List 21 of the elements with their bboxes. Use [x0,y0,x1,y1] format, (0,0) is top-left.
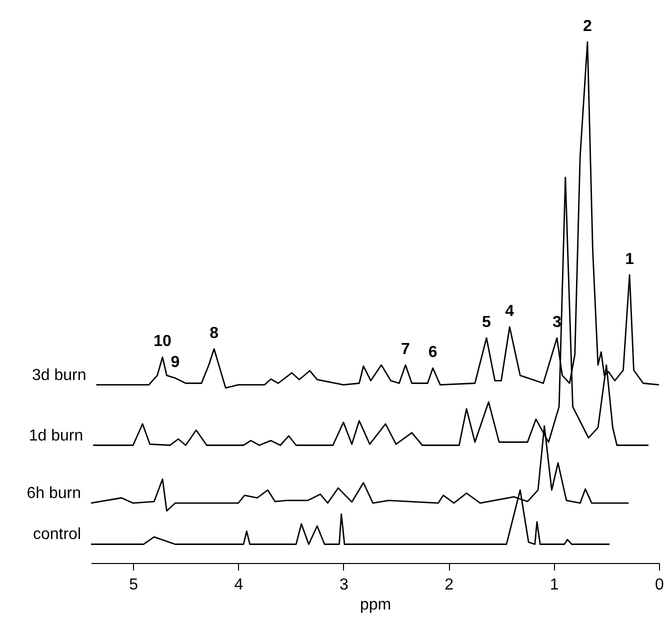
x-tick-label: 0 [655,576,664,594]
series-label: control [32,526,81,544]
x-tick-label: 2 [444,576,454,594]
annotation: 3 [552,314,562,331]
annotation: 6 [428,344,438,362]
series-label: 1d burn [28,427,84,444]
x-tick-label: 4 [234,576,244,594]
annotation: 5 [482,314,492,331]
series-label: 6h burn [26,485,81,502]
x-tick-label: 3 [339,576,348,594]
annotation: 4 [505,302,514,320]
series-label: 3d burn [32,366,86,384]
x-tick-label: 5 [129,576,138,594]
x-axis-title: ppm [360,596,392,614]
annotation: 8 [210,324,219,342]
annotation: 1 [625,250,634,268]
x-tick-label: 1 [550,576,559,594]
annotation: 10 [154,333,172,350]
annotation: 9 [170,354,180,372]
annotation: 7 [401,341,410,358]
annotation: 2 [583,18,592,35]
